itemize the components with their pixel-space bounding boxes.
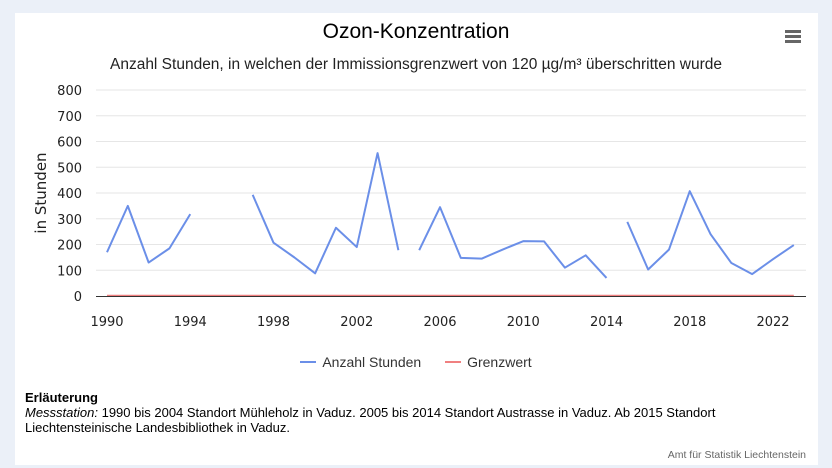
y-tick-label: 100 xyxy=(57,264,82,279)
hamburger-menu-icon[interactable] xyxy=(785,30,801,44)
y-tick-label: 500 xyxy=(57,161,82,176)
x-tick-label: 2014 xyxy=(590,315,623,330)
x-tick-label: 2018 xyxy=(673,315,706,330)
series-anzahl-stunden[interactable] xyxy=(418,206,608,279)
y-tick-label: 200 xyxy=(57,239,82,254)
y-tick-label: 0 xyxy=(74,290,82,305)
y-tick-label: 400 xyxy=(57,187,82,202)
x-tick-label: 2010 xyxy=(507,315,540,330)
chart-title: Ozon-Konzentration xyxy=(322,20,510,43)
note-text: 1990 bis 2004 Standort Mühleholz in Vadu… xyxy=(25,405,716,435)
explanation-note: Erläuterung Messstation: 1990 bis 2004 S… xyxy=(25,390,815,435)
y-tick-label: 600 xyxy=(57,136,82,151)
y-tick-label: 300 xyxy=(57,213,82,228)
legend-label: Grenzwert xyxy=(467,354,532,370)
legend-label: Anzahl Stunden xyxy=(322,354,422,370)
x-tick-label: 1998 xyxy=(257,315,290,330)
legend-swatch-blue xyxy=(300,361,317,363)
y-tick-label: 800 xyxy=(57,84,82,99)
note-label: Messstation: xyxy=(25,405,98,420)
series-anzahl-stunden[interactable] xyxy=(626,190,795,276)
series-anzahl-stunden[interactable] xyxy=(106,204,192,264)
chart-card xyxy=(15,13,818,465)
y-tick-label: 700 xyxy=(57,110,82,125)
note-heading: Erläuterung xyxy=(25,390,98,405)
x-tick-label: 2022 xyxy=(756,315,789,330)
x-tick-label: 2006 xyxy=(423,315,456,330)
series-anzahl-stunden[interactable] xyxy=(251,152,400,275)
chart-subtitle: Anzahl Stunden, in welchen der Immission… xyxy=(109,56,722,73)
y-axis-title: in Stunden xyxy=(32,152,50,233)
legend-item-anzahl-stunden[interactable]: Anzahl Stunden xyxy=(300,354,421,370)
legend-swatch-red xyxy=(445,361,462,363)
x-tick-label: 1990 xyxy=(90,315,123,330)
x-tick-label: 2002 xyxy=(340,315,373,330)
x-tick-label: 1994 xyxy=(174,315,207,330)
credits-link[interactable]: Amt für Statistik Liechtenstein xyxy=(667,449,806,461)
legend-item-grenzwert[interactable]: Grenzwert xyxy=(445,354,532,370)
plot-area: 0 100 200 300 400 500 600 700 800 in Stunden 1990 1… xyxy=(32,84,806,330)
legend: Anzahl Stunden Grenzwert xyxy=(0,350,832,370)
